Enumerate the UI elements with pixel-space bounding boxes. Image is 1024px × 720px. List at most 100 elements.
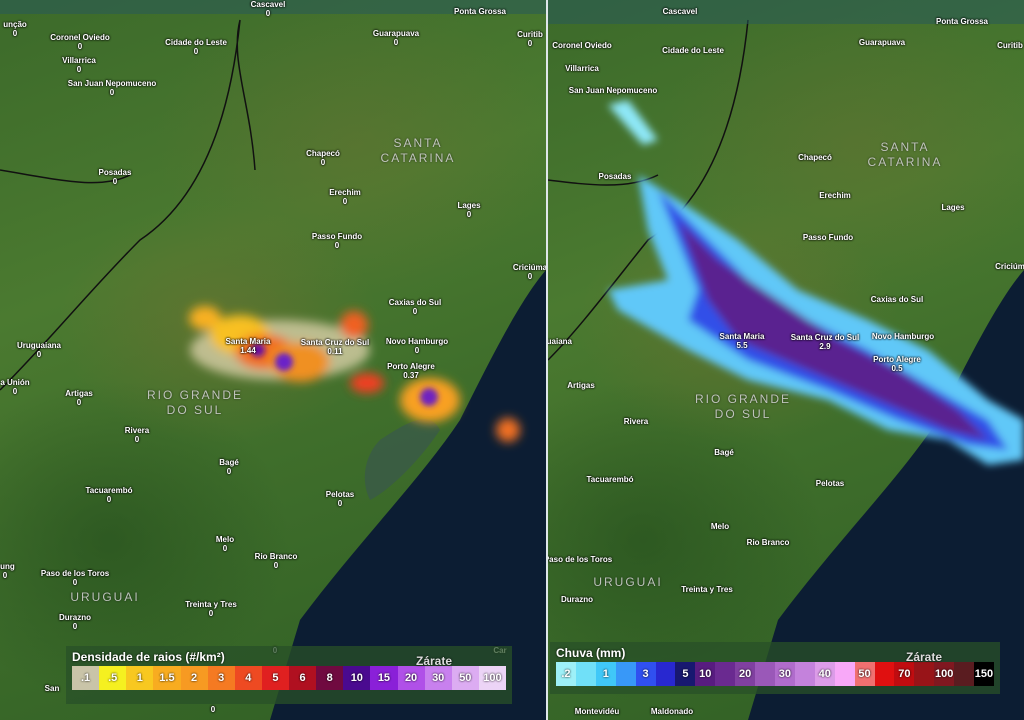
city-label: Lages <box>941 203 964 212</box>
city-name: Passo Fundo <box>311 232 363 241</box>
city-name: Chapecó <box>306 149 340 158</box>
city-value: 0 <box>112 177 118 186</box>
city-name: Uruguaiana <box>548 337 573 346</box>
city-value: 0 <box>527 39 533 48</box>
legend-title: Chuva (mm) <box>556 646 626 660</box>
city-name: Novo Hamburgo <box>385 337 449 346</box>
city-label: a Unión 0 <box>0 378 29 396</box>
legend-stop: 1 <box>126 666 154 690</box>
legend-stop: .5 <box>99 666 127 690</box>
city-value: 0 <box>109 88 115 97</box>
city-label: Caxias do Sul <box>871 295 923 304</box>
city-name: San Juan Nepomuceno <box>67 79 157 88</box>
city-name: Criciúma <box>512 263 546 272</box>
city-name: Criciúm <box>995 262 1024 271</box>
city-label: oung0 <box>0 562 15 580</box>
city-value: 0 <box>414 346 420 355</box>
legend-stop <box>615 662 636 686</box>
city-name: Guarapuava <box>858 38 906 47</box>
city-name: a Unión <box>0 378 30 387</box>
city-label: Santa Maria 5.5 <box>720 332 765 350</box>
city-value: 0 <box>337 499 343 508</box>
city-value: 0 <box>393 38 399 47</box>
city-name: Rio Branco <box>254 552 298 561</box>
legend-stop <box>914 662 935 686</box>
city-label: San <box>45 684 60 693</box>
city-value: 0 <box>210 705 216 714</box>
city-value: 0 <box>12 387 18 396</box>
legend-stop: 4 <box>234 666 262 690</box>
city-name: Rio Branco <box>746 538 790 547</box>
city-label: Rivera <box>624 417 648 426</box>
city-name: Cascavel <box>662 7 698 16</box>
city-name: Bagé <box>714 448 734 457</box>
city-name: Bagé <box>219 458 239 467</box>
legend-stop <box>575 662 596 686</box>
city-label: Coronel Oviedo <box>552 41 612 50</box>
city-name: Pelotas <box>325 490 355 499</box>
city-value: 0 <box>412 307 418 316</box>
city-name: Passo Fundo <box>802 233 854 242</box>
city-name: Villarrica <box>62 56 96 65</box>
city-name: Paso de los Toros <box>40 569 110 578</box>
city-name: Tacuarembó <box>586 475 634 484</box>
city-value: 0 <box>76 398 82 407</box>
legend-stop <box>755 662 775 686</box>
city-label: Caxias do Sul 0 <box>389 298 441 316</box>
rainfall-map[interactable]: Coronel Oviedo Villarrica San Juan Nepomuc… <box>548 0 1024 720</box>
legend-stop: 40 <box>814 662 835 686</box>
region-label: RIO GRANDE DO SUL <box>694 392 792 421</box>
city-label: Rio Branco <box>747 538 790 547</box>
city-label: Rio Branco 0 <box>255 552 298 570</box>
legend-stop: 1.5 <box>153 666 181 690</box>
city-name: Caxias do Sul <box>388 298 442 307</box>
legend-stop: 5 <box>675 662 696 686</box>
city-label: Posadas 0 <box>99 168 132 186</box>
city-value: 0 <box>2 571 8 580</box>
city-name: Paso de los Toros <box>548 555 613 564</box>
city-name: Santa Cruz do Sul <box>790 333 860 342</box>
city-label: Criciúma 0 <box>513 263 546 281</box>
legend-stop: 3 <box>635 662 656 686</box>
city-label: Curitib 0 <box>517 30 543 48</box>
city-name: San Juan Nepomuceno <box>568 86 658 95</box>
legend-stop: 100 <box>478 666 506 690</box>
legend-stop: .2 <box>556 662 576 686</box>
lightning-density-map[interactable]: unção 0 Coronel Oviedo 0 Villarrica 0 San Juan… <box>0 0 546 720</box>
city-name: San <box>44 684 60 693</box>
city-name: Rivera <box>124 426 150 435</box>
legend-stop: 30 <box>424 666 452 690</box>
city-label: Uruguaiana 0 <box>17 341 61 359</box>
region-label: URUGUAI <box>593 575 663 589</box>
legend-stop <box>954 662 975 686</box>
lightning-cells <box>189 306 520 442</box>
top-band <box>548 0 1024 24</box>
city-name: Porto Alegre <box>387 362 435 371</box>
city-label: Passo Fundo <box>803 233 853 242</box>
legend-stop: 8 <box>316 666 344 690</box>
city-name: Artigas <box>65 389 93 398</box>
city-label: Artigas 0 <box>65 389 93 407</box>
city-label: Bagé <box>714 448 734 457</box>
city-name: Cidade do Leste <box>662 46 724 55</box>
city-label: Santa Cruz do Sul 0.11 <box>301 338 369 356</box>
legend-stop: 10 <box>343 666 371 690</box>
city-name: Novo Hamburgo <box>871 332 935 341</box>
city-name: Santa Cruz do Sul <box>300 338 370 347</box>
legend-stop: 10 <box>695 662 716 686</box>
city-label: Paso de los Toros 0 <box>41 569 109 587</box>
city-name: unção <box>3 20 27 29</box>
city-name: Chapecó <box>798 153 832 162</box>
city-value: 0 <box>72 622 78 631</box>
city-value: 0 <box>527 272 533 281</box>
city-label: unção 0 <box>3 20 27 38</box>
city-label: Pelotas 0 <box>326 490 354 508</box>
city-name: Maldonado <box>650 707 694 716</box>
city-label: Melo 0 <box>216 535 234 553</box>
city-value: 0 <box>77 42 83 51</box>
city-label: Chapecó <box>798 153 832 162</box>
city-label: Artigas <box>567 381 595 390</box>
city-name: Rivera <box>623 417 649 426</box>
city-label: Erechim 0 <box>329 188 361 206</box>
city-label: Tacuarembó <box>587 475 634 484</box>
